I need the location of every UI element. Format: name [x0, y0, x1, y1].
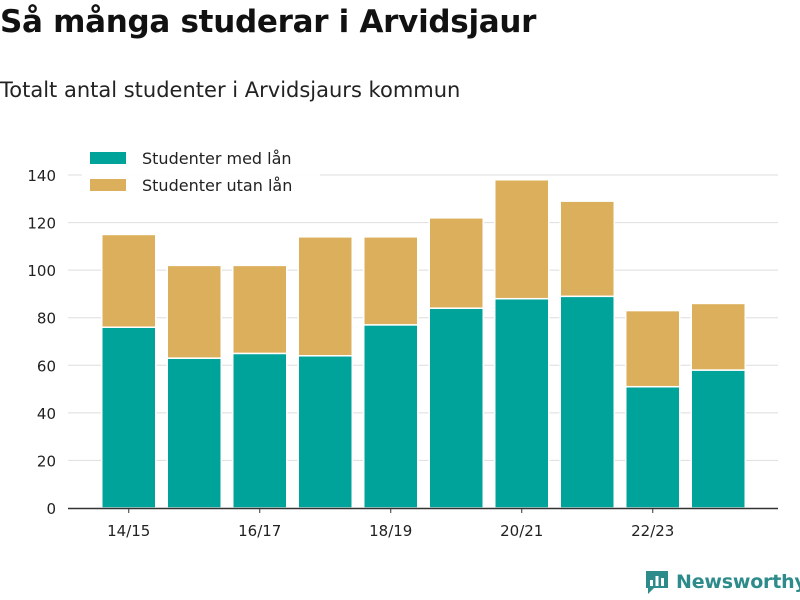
- y-tick-label: 60: [37, 357, 56, 375]
- bar-without-loan: [559, 200, 615, 298]
- bar-with-loan: [494, 297, 550, 509]
- bar-with-loan: [625, 385, 681, 509]
- legend: Studenter med lån Studenter utan lån: [82, 145, 320, 201]
- x-tick-label: 16/17: [238, 522, 281, 540]
- chart-subtitle: Totalt antal studenter i Arvidsjaurs kom…: [0, 78, 461, 102]
- x-tick-label: 14/15: [107, 522, 150, 540]
- bar-without-loan: [297, 236, 353, 357]
- bar-without-loan: [690, 302, 746, 371]
- legend-label: Studenter utan lån: [142, 176, 292, 195]
- y-tick-label: 0: [46, 500, 56, 518]
- legend-swatch: [90, 179, 126, 191]
- y-tick-label: 120: [27, 215, 56, 233]
- bar-without-loan: [232, 264, 288, 355]
- bar-with-loan: [363, 324, 419, 509]
- bar-without-loan: [625, 309, 681, 388]
- bar-without-loan: [363, 236, 419, 326]
- axes-group: 0 20 40 60 80 100 120 140 14/15 16/17 18/19 20/21 22…: [27, 167, 778, 540]
- bar-with-loan: [297, 355, 353, 509]
- x-tick-label: 20/21: [500, 522, 543, 540]
- bar-with-loan: [690, 369, 746, 509]
- bar-with-loan: [166, 357, 222, 509]
- bar-with-loan: [559, 295, 615, 509]
- newsworthy-logo-text: Newsworthy: [676, 571, 800, 593]
- bar-with-loan: [101, 326, 157, 509]
- newsworthy-logo: Newsworthy: [644, 569, 800, 595]
- legend-label: Studenter med lån: [142, 149, 292, 168]
- y-tick-label: 80: [37, 310, 56, 328]
- y-tick-label: 140: [27, 167, 56, 185]
- chart-title: Så många studerar i Arvidsjaur: [0, 4, 537, 40]
- y-tick-label: 20: [37, 452, 56, 470]
- x-tick-label: 22/23: [631, 522, 674, 540]
- newsworthy-logo-icon: [646, 571, 668, 594]
- legend-swatch: [90, 152, 126, 164]
- bar-with-loan: [232, 352, 288, 509]
- bar-without-loan: [101, 233, 157, 328]
- bar-without-loan: [428, 217, 484, 309]
- x-tick-label: 18/19: [369, 522, 412, 540]
- y-tick-label: 100: [27, 262, 56, 280]
- bar-without-loan: [166, 264, 222, 359]
- bar-without-loan: [494, 179, 550, 300]
- y-tick-label: 40: [37, 405, 56, 423]
- bar-with-loan: [428, 307, 484, 509]
- bars-group: [101, 179, 746, 509]
